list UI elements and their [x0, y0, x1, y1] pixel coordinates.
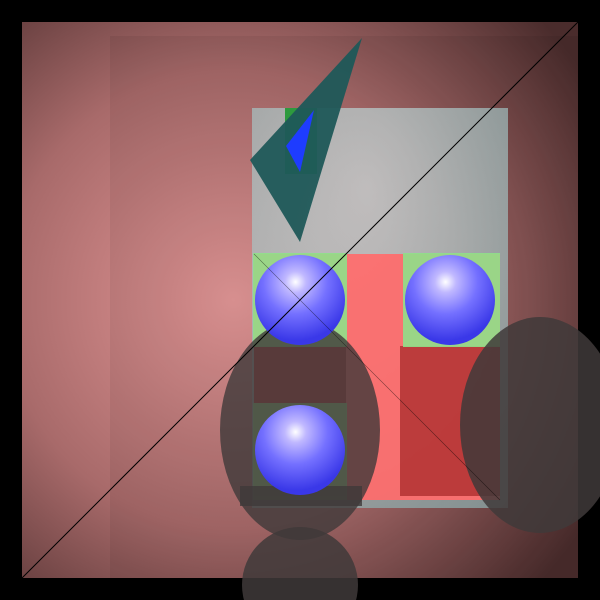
blue-pointer-triangle[interactable] — [286, 110, 314, 172]
sphere-top-right[interactable] — [405, 255, 495, 345]
sphere-bottom-left[interactable] — [255, 405, 345, 495]
shadow-arch-base — [240, 486, 362, 506]
shadow-bottom — [242, 527, 358, 600]
shadow-right — [460, 317, 600, 533]
diagonal-line-block — [253, 253, 501, 501]
